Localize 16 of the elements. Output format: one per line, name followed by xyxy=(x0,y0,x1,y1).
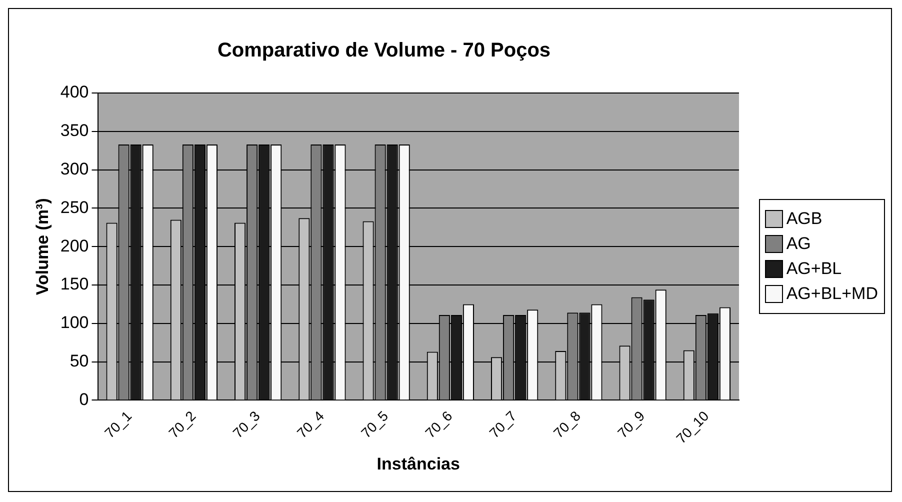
y-tick-label: 150 xyxy=(60,274,89,294)
legend-label: AGB xyxy=(786,209,822,229)
legend-label: AG xyxy=(786,234,811,254)
x-axis-title: Instâncias xyxy=(376,454,460,474)
y-tick-label: 0 xyxy=(79,390,89,409)
y-tick-label: 350 xyxy=(60,121,89,140)
y-axis-title: Volume (m³) xyxy=(32,198,52,296)
chart-title: Comparativo de Volume - 70 Poços xyxy=(217,40,551,62)
legend-label: AG+BL xyxy=(786,259,842,279)
y-tick-label: 50 xyxy=(70,351,89,370)
y-tick-label: 200 xyxy=(60,236,89,256)
legend-label: AG+BL+MD xyxy=(786,284,878,304)
y-tick-label: 400 xyxy=(60,82,89,102)
y-tick-label: 300 xyxy=(60,159,89,178)
y-tick-label: 100 xyxy=(60,313,89,332)
y-tick-label: 250 xyxy=(60,198,89,217)
